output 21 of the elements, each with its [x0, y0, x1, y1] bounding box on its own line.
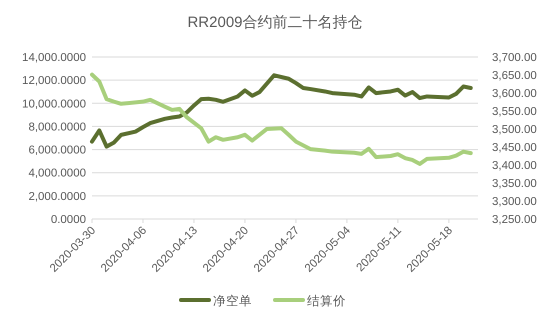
y-tick-label: 4,000.0000	[28, 168, 86, 180]
y-tick-label: 0.0000	[50, 214, 86, 226]
legend-label: 结算价	[307, 294, 346, 308]
y-tick-label: 2,000.0000	[28, 190, 86, 203]
y2-tick-label: 3,300.00	[492, 196, 537, 208]
title: RR2009合约前二十名持仓	[187, 14, 363, 31]
y2-tick-label: 3,700.00	[492, 52, 537, 64]
y2-tick-label: 3,600.00	[492, 88, 537, 100]
y2-tick-label: 3,350.00	[492, 178, 537, 190]
y-tick-label: 12,000.0000	[22, 75, 86, 88]
y-tick-label: 8,000.0000	[28, 121, 86, 134]
y2-tick-label: 3,650.00	[492, 70, 537, 82]
y-tick-label: 10,000.0000	[22, 98, 86, 110]
y2-tick-label: 3,500.00	[492, 124, 537, 136]
y2-tick-label: 3,450.00	[492, 142, 537, 154]
y2-tick-label: 3,250.00	[492, 214, 537, 226]
legend-label: 净空单	[213, 294, 252, 308]
y2-tick-label: 3,550.00	[492, 106, 537, 118]
y-tick-label: 14,000.0000	[22, 52, 86, 64]
y-tick-label: 6,000.0000	[28, 144, 86, 157]
y2-tick-label: 3,400.00	[492, 160, 537, 172]
